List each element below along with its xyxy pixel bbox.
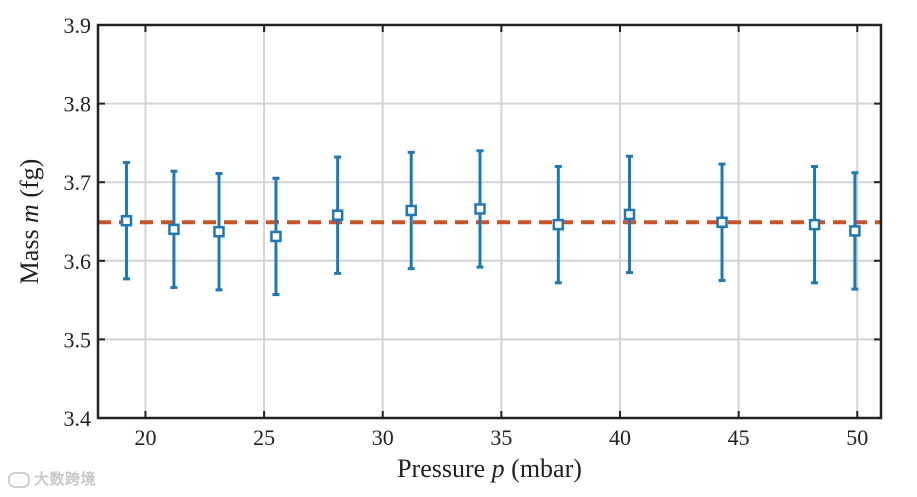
x-tick-label: 50	[846, 425, 868, 450]
y-tick-label: 3.5	[64, 327, 92, 352]
data-point	[120, 161, 133, 281]
y-axis-label: Mass m (fg)	[15, 159, 44, 285]
data-point	[849, 171, 861, 291]
x-tick-label: 30	[372, 425, 394, 450]
axis-ticks: 20 25 30 35 40 45 50 3.4 3.5 3.6 3.7 3.8 3.9	[64, 13, 881, 450]
square-marker	[405, 204, 417, 217]
square-marker	[716, 216, 728, 229]
square-marker	[213, 225, 225, 238]
data-point	[168, 169, 180, 290]
y-tick-label: 3.6	[64, 249, 92, 274]
data-point	[623, 154, 636, 275]
data-point	[405, 150, 417, 271]
data-point	[331, 155, 344, 275]
square-marker	[168, 223, 180, 236]
y-tick-label: 3.7	[64, 170, 92, 195]
x-axis-label-var: p	[490, 454, 505, 483]
watermark: 大数跨境	[8, 468, 96, 489]
x-tick-label: 35	[490, 425, 512, 450]
square-marker	[331, 209, 344, 221]
x-tick-label: 25	[253, 425, 275, 450]
y-tick-label: 3.4	[64, 406, 92, 431]
x-tick-label: 40	[609, 425, 631, 450]
x-axis-label: Pressure p (mbar)	[397, 454, 582, 483]
square-marker	[552, 218, 565, 231]
data-points	[120, 149, 861, 297]
square-marker	[120, 214, 133, 227]
x-tick-label: 20	[134, 425, 156, 450]
data-point	[474, 149, 486, 269]
y-tick-label: 3.8	[64, 92, 92, 117]
data-point	[808, 164, 821, 285]
data-point	[716, 162, 728, 282]
square-marker	[270, 230, 282, 243]
plot-frame	[96, 23, 883, 420]
data-point	[552, 164, 565, 285]
x-tick-label: 45	[728, 425, 750, 450]
square-marker	[623, 208, 636, 221]
square-marker	[474, 203, 486, 215]
data-point	[270, 176, 282, 297]
y-axis-label-unit: (fg)	[15, 159, 44, 204]
watermark-text: 大数跨境	[34, 470, 97, 488]
y-tick-label: 3.9	[64, 13, 92, 38]
square-marker	[808, 218, 821, 231]
y-axis-label-main: Mass	[15, 223, 44, 284]
x-axis-label-unit: (mbar)	[505, 454, 582, 483]
y-axis-label-var: m	[15, 204, 44, 223]
data-point	[213, 172, 225, 292]
watermark-logo-icon	[8, 471, 30, 488]
x-axis-label-main: Pressure	[397, 454, 492, 483]
square-marker	[849, 225, 861, 237]
